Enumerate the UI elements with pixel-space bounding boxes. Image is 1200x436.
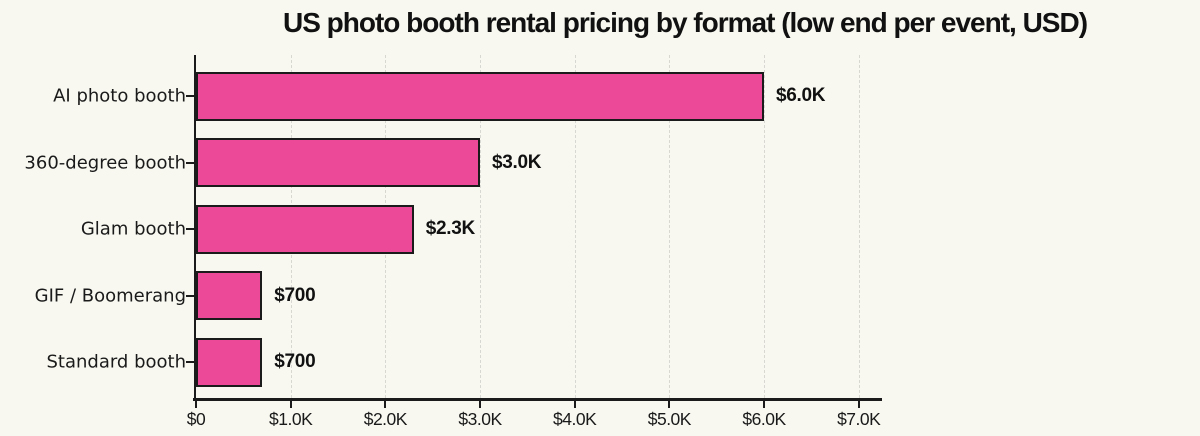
y-tick (186, 228, 194, 230)
y-tick (186, 95, 194, 97)
y-axis-label: GIF / Boomerang (34, 285, 186, 306)
x-tick-label: $1.0K (269, 409, 313, 429)
x-tick (289, 401, 292, 408)
x-tick (763, 401, 766, 408)
bar (196, 71, 765, 121)
gridline (574, 55, 576, 398)
bar (196, 204, 414, 254)
chart-title: US photo booth rental pricing by format … (282, 7, 1088, 38)
y-tick (186, 361, 194, 363)
bar-value-label: $6.0K (776, 85, 826, 106)
x-axis-line (193, 398, 882, 401)
x-tick-label: $3.0K (458, 409, 502, 429)
gridline (858, 55, 860, 398)
bar (196, 337, 263, 387)
x-tick (857, 401, 860, 408)
y-axis-label: 360-degree booth (24, 152, 186, 173)
x-tick (479, 401, 481, 408)
x-tick-label: $4.0K (553, 409, 597, 429)
x-tick (195, 401, 197, 408)
x-tick (384, 401, 387, 408)
gridline (764, 55, 766, 398)
y-tick (186, 161, 194, 164)
y-axis-label: Glam booth (80, 218, 186, 240)
x-tick-label: $2.0K (363, 409, 408, 429)
bar (196, 271, 263, 320)
x-tick-label: $6.0K (742, 409, 786, 429)
bar-value-label: $2.3K (425, 218, 476, 239)
x-tick (573, 401, 576, 408)
bar-value-label: $3.0K (492, 151, 542, 173)
plot-area: $6.0K $3.0K $2.3K $700 $700 (196, 55, 880, 398)
y-tick (186, 294, 194, 297)
y-axis-label: AI photo booth (53, 85, 186, 107)
bar-value-label: $700 (274, 284, 316, 306)
x-tick-label: $5.0K (647, 409, 692, 429)
gridline (669, 55, 671, 398)
y-axis-label: Standard booth (46, 351, 186, 373)
gridline (480, 55, 481, 398)
x-tick-label: $7.0K (837, 409, 881, 429)
bar-value-label: $700 (274, 351, 316, 372)
y-axis-spine (194, 55, 196, 401)
bar (196, 138, 480, 187)
x-tick-label: $0 (186, 409, 206, 429)
x-tick (668, 401, 671, 408)
